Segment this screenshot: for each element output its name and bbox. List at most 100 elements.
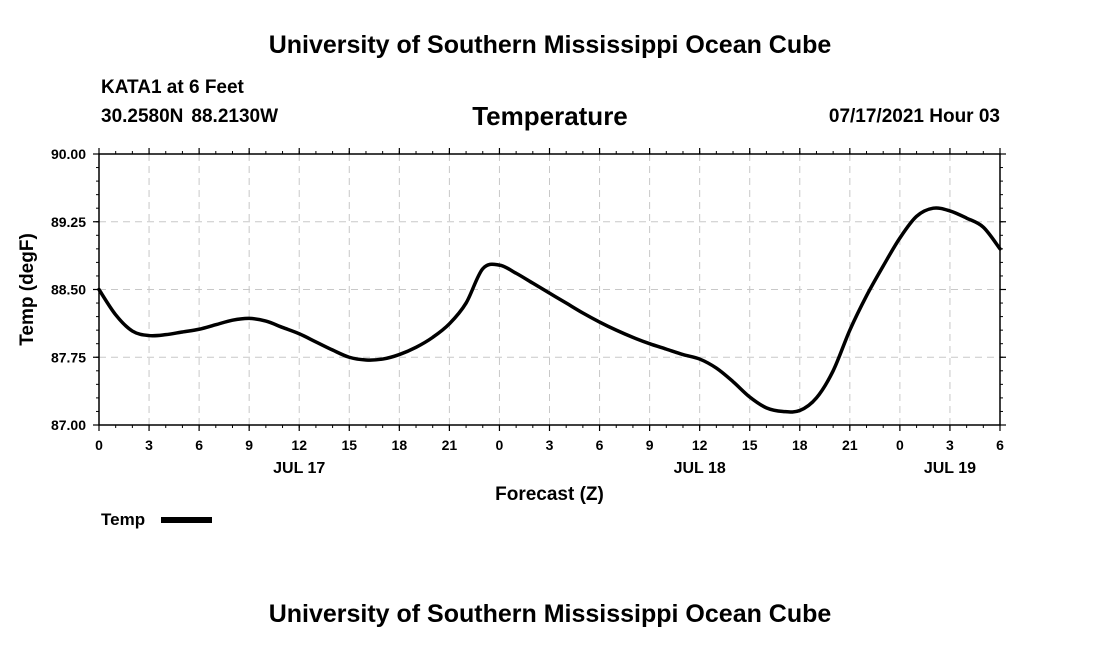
temp-data-point — [965, 217, 968, 219]
temp-data-point — [448, 323, 451, 325]
temp-data-point — [548, 292, 551, 294]
x-tick-label: 18 — [792, 437, 808, 453]
temp-data-point — [882, 265, 884, 267]
latitude-label: 30.2580N — [101, 106, 184, 127]
axis-ticks — [93, 148, 1006, 431]
temp-data-point — [915, 215, 918, 218]
x-tick-label: 15 — [341, 437, 357, 453]
temp-data-point — [732, 380, 734, 383]
date-label: JUL 19 — [924, 460, 976, 477]
temp-data-point — [465, 302, 467, 304]
x-tick-label: 12 — [291, 437, 307, 453]
temp-data-point — [532, 282, 534, 284]
temp-data-point — [899, 237, 901, 239]
temp-data-point — [498, 264, 501, 266]
temp-data-point — [582, 312, 584, 314]
temp-data-point — [348, 356, 351, 359]
page-title: University of Southern Mississippi Ocean… — [268, 31, 832, 59]
temp-data-point — [782, 410, 784, 413]
temp-data-point — [832, 370, 834, 372]
temp-data-point — [181, 331, 184, 333]
temp-series-points — [98, 207, 1001, 413]
x-tick-label: 12 — [692, 437, 708, 453]
y-axis-title: Temp (degF) — [17, 233, 38, 346]
x-tick-label: 3 — [946, 437, 954, 453]
run-time-label: 07/17/2021 Hour 03 — [828, 106, 1000, 127]
x-tick-label: 3 — [546, 437, 554, 453]
station-label: KATA1 at 6 Feet — [101, 77, 244, 98]
y-tick-label: 88.50 — [51, 282, 86, 298]
temp-data-point — [665, 348, 668, 350]
temp-data-point — [114, 313, 117, 316]
temp-data-point — [281, 326, 284, 329]
temp-data-point — [565, 302, 567, 304]
temp-data-point — [398, 353, 401, 356]
temp-data-point — [515, 272, 517, 275]
temp-data-point — [648, 342, 651, 345]
temp-data-point — [999, 248, 1001, 250]
temp-data-point — [248, 317, 250, 320]
temp-data-point — [231, 319, 234, 322]
temp-data-point — [215, 323, 217, 326]
temp-data-point — [98, 288, 100, 291]
x-axis-title: Forecast (Z) — [495, 484, 604, 505]
date-label: JUL 18 — [674, 460, 726, 477]
temp-data-point — [331, 349, 334, 351]
x-tick-label: 18 — [392, 437, 408, 453]
temp-data-point — [849, 329, 851, 331]
temp-data-point — [932, 207, 935, 209]
temp-data-point — [365, 359, 367, 361]
x-tick-label: 6 — [195, 437, 203, 453]
temp-data-point — [715, 367, 718, 369]
temp-data-point — [798, 409, 801, 412]
temp-data-point — [431, 336, 434, 339]
y-tick-label: 89.25 — [51, 214, 86, 230]
x-tick-labels: 0 3 6 9 12 15 18 21 0 3 6 9 12 15 18 21 0 3 6 — [95, 437, 1004, 453]
temp-data-point — [198, 328, 200, 331]
x-tick-label: 0 — [95, 437, 103, 453]
temp-data-point — [949, 210, 951, 212]
temp-data-point — [298, 332, 301, 335]
station-coordinates: 30.2580N 88.2130W — [101, 106, 278, 128]
temp-data-point — [765, 407, 768, 409]
x-tick-label: 15 — [742, 437, 758, 453]
date-labels: JUL 17 JUL 18 JUL 19 — [273, 460, 976, 477]
x-tick-label: 6 — [996, 437, 1004, 453]
x-tick-label: 9 — [646, 437, 654, 453]
temp-data-point — [632, 336, 634, 339]
x-tick-label: 3 — [145, 437, 153, 453]
longitude-label: 88.2130W — [191, 106, 279, 127]
x-tick-label: 0 — [496, 437, 504, 453]
temp-data-point — [381, 358, 384, 360]
temp-data-point — [865, 295, 868, 297]
x-tick-label: 6 — [596, 437, 604, 453]
y-tick-label: 87.00 — [51, 417, 86, 433]
legend-label: Temp — [101, 510, 145, 529]
x-tick-label: 0 — [896, 437, 904, 453]
temp-data-point — [415, 346, 417, 349]
temp-data-point — [315, 341, 317, 343]
temp-data-point — [698, 358, 701, 360]
temp-data-point — [164, 333, 167, 336]
temp-data-point — [148, 334, 150, 337]
temp-data-point — [481, 267, 484, 270]
y-tick-labels: 87.00 87.75 88.50 89.25 90.00 — [51, 146, 86, 433]
temp-data-point — [598, 321, 601, 323]
y-tick-label: 87.75 — [51, 349, 86, 365]
y-tick-label: 90.00 — [51, 146, 86, 162]
x-tick-label: 21 — [842, 437, 858, 453]
x-tick-label: 21 — [442, 437, 458, 453]
temp-data-point — [982, 226, 985, 228]
chart-title: Temperature — [472, 101, 628, 131]
x-tick-label: 9 — [245, 437, 253, 453]
temp-data-point — [748, 396, 751, 398]
date-label: JUL 17 — [273, 460, 325, 477]
temp-data-point — [615, 329, 618, 331]
footer-title: University of Southern Mississippi Ocean… — [268, 600, 832, 628]
temp-data-point — [131, 330, 134, 332]
temp-data-point — [815, 397, 818, 399]
temp-data-point — [682, 353, 684, 356]
grid-lines — [99, 154, 1000, 425]
temp-data-point — [265, 320, 267, 322]
